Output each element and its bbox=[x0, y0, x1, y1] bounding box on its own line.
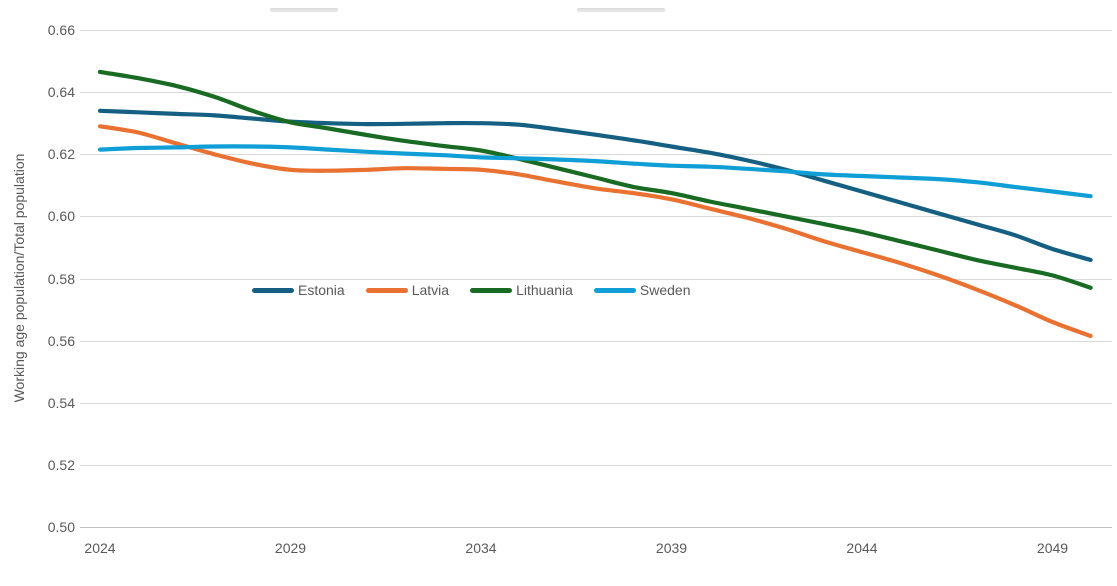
series-line-latvia[interactable] bbox=[97, 124, 1093, 339]
legend-label: Lithuania bbox=[516, 282, 573, 298]
legend-item-lithuania[interactable]: Lithuania bbox=[470, 282, 573, 298]
x-tick-label: 2044 bbox=[846, 540, 878, 556]
legend-marker-latvia bbox=[365, 287, 408, 293]
x-tick-label: 2049 bbox=[1036, 540, 1069, 556]
legend-label: Estonia bbox=[298, 282, 345, 298]
legend-marker-lithuania bbox=[470, 287, 513, 293]
legend: Estonia Latvia Lithuania Sweden bbox=[252, 282, 690, 298]
y-tick-label: 0.50 bbox=[47, 519, 75, 535]
legend-item-latvia[interactable]: Latvia bbox=[365, 282, 450, 298]
series-line-sweden[interactable] bbox=[97, 144, 1093, 199]
legend-item-sweden[interactable]: Sweden bbox=[593, 282, 691, 298]
y-tick-label: 0.64 bbox=[47, 84, 75, 100]
legend-marker-estonia bbox=[252, 287, 294, 293]
y-tick-label: 0.62 bbox=[47, 146, 75, 162]
x-tick-label: 2024 bbox=[84, 540, 116, 556]
legend-item-estonia[interactable]: Estonia bbox=[252, 282, 345, 298]
y-tick-label: 0.56 bbox=[47, 333, 75, 349]
y-tick-label: 0.58 bbox=[47, 271, 75, 287]
legend-label: Sweden bbox=[639, 282, 691, 298]
y-axis-title: Working age population/Total population bbox=[11, 153, 27, 403]
y-tick-label: 0.66 bbox=[47, 22, 75, 38]
series-line-estonia[interactable] bbox=[97, 108, 1093, 262]
y-tick-label: 0.52 bbox=[47, 457, 75, 473]
legend-label: Latvia bbox=[411, 282, 450, 298]
x-tick-label: 2029 bbox=[274, 540, 307, 556]
x-tick-label: 2034 bbox=[465, 540, 497, 556]
x-tick-label: 2039 bbox=[655, 540, 688, 556]
series-line-lithuania[interactable] bbox=[97, 69, 1093, 290]
y-tick-label: 0.54 bbox=[47, 395, 75, 411]
cropped-edge-artifact-left bbox=[270, 8, 338, 12]
y-tick-label: 0.60 bbox=[47, 208, 75, 224]
legend-marker-sweden bbox=[593, 287, 636, 293]
cropped-edge-artifact-right bbox=[577, 8, 665, 12]
